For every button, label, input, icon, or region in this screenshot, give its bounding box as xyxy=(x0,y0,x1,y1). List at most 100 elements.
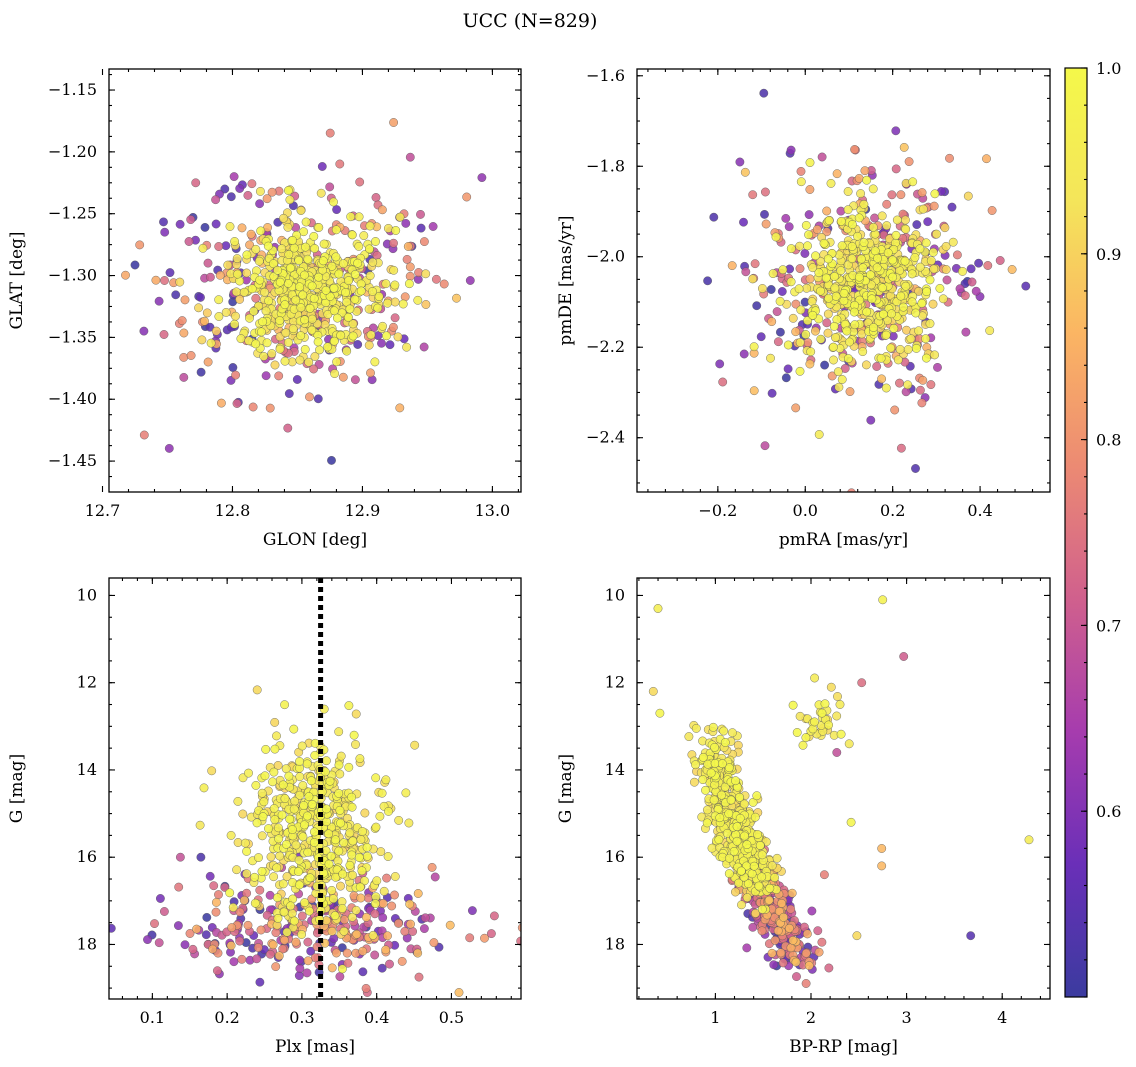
y-tick-label: −1.40 xyxy=(48,389,97,408)
scatter-point xyxy=(151,275,161,285)
scatter-point xyxy=(245,313,254,323)
scatter-point xyxy=(341,288,350,297)
scatter-point xyxy=(709,795,719,805)
scatter-point xyxy=(904,157,914,167)
scatter-point xyxy=(387,901,397,911)
y-tick-label: −2.2 xyxy=(586,337,625,356)
scatter-point xyxy=(282,927,292,937)
scatter-point xyxy=(214,890,223,899)
scatter-point xyxy=(364,244,374,254)
colorbar-ticks: 0.6 0.7 0.8 0.9 1.0 xyxy=(1081,59,1121,998)
scatter-point xyxy=(371,773,381,783)
scatter-point xyxy=(382,873,391,883)
scatter-point xyxy=(770,936,780,945)
scatter-point xyxy=(266,852,276,862)
scatter-point xyxy=(347,230,357,240)
scatter-point xyxy=(339,838,349,848)
scatter-point xyxy=(282,872,292,881)
scatter-point xyxy=(777,899,786,908)
scatter-point xyxy=(378,899,388,908)
scatter-point xyxy=(416,209,425,219)
scatter-point xyxy=(741,267,751,277)
scatter-point xyxy=(858,263,868,273)
scatter-point xyxy=(925,275,935,285)
scatter-point xyxy=(332,205,341,215)
scatter-point xyxy=(295,955,304,965)
scatter-point xyxy=(983,261,993,270)
y-tick-label: 18 xyxy=(605,934,625,953)
colorbar-tick-label: 0.7 xyxy=(1096,616,1121,635)
scatter-point xyxy=(915,244,925,254)
scatter-point xyxy=(255,186,265,196)
scatter-point xyxy=(139,430,149,440)
scatter-point xyxy=(774,337,783,347)
scatter-point xyxy=(295,757,304,766)
scatter-point xyxy=(243,190,253,200)
scatter-point xyxy=(383,298,392,308)
scatter-point xyxy=(309,827,319,837)
scatter-point xyxy=(390,297,400,307)
scatter-point xyxy=(489,911,499,921)
chart-title: UCC (N=829) xyxy=(463,10,598,32)
scatter-point xyxy=(929,264,939,274)
scatter-point xyxy=(261,371,271,381)
scatter-point xyxy=(305,873,315,883)
scatter-point xyxy=(331,948,341,958)
scatter-point xyxy=(296,303,306,313)
scatter-point xyxy=(280,935,289,945)
scatter-point xyxy=(833,367,843,377)
scatter-point xyxy=(781,373,791,383)
scatter-point xyxy=(231,287,241,297)
scatter-point xyxy=(385,959,394,969)
scatter-point xyxy=(331,252,341,262)
scatter-point xyxy=(804,230,813,240)
scatter-point xyxy=(917,188,927,198)
scatter-point xyxy=(890,405,900,415)
scatter-point xyxy=(347,802,357,812)
scatter-point xyxy=(389,238,398,248)
scatter-point xyxy=(868,184,878,194)
scatter-point xyxy=(836,206,846,216)
scatter-point xyxy=(882,221,892,231)
scatter-point xyxy=(338,869,348,879)
scatter-point xyxy=(429,938,439,947)
scatter-point xyxy=(895,378,904,388)
scatter-point xyxy=(327,926,337,936)
y-tick-label: 14 xyxy=(605,760,625,779)
scatter-point xyxy=(363,893,373,903)
scatter-point xyxy=(830,272,839,281)
panel-glon-glat: 12.7 12.8 12.9 13.0 −1.15 −1.20 −1.25 −1.30 −1.3… xyxy=(7,68,522,550)
scatter-point xyxy=(350,375,360,385)
scatter-point xyxy=(325,292,335,301)
scatter-point xyxy=(727,261,737,270)
scatter-point xyxy=(816,256,825,266)
scatter-point xyxy=(370,357,380,367)
scatter-point xyxy=(522,897,530,905)
scatter-point xyxy=(317,162,327,171)
colorbar-tick-label: 1.0 xyxy=(1096,59,1121,78)
scatter-point xyxy=(368,257,378,267)
scatter-point xyxy=(413,295,423,305)
scatter-point xyxy=(810,673,819,683)
scatter-point xyxy=(690,777,699,787)
scatter-point xyxy=(795,241,804,251)
scatter-point xyxy=(829,342,838,352)
scatter-point xyxy=(732,822,742,831)
scatter-point xyxy=(205,322,215,332)
scatter-point xyxy=(827,371,837,381)
scatter-point xyxy=(892,215,902,225)
scatter-point xyxy=(814,268,824,278)
scatter-point xyxy=(310,751,320,760)
scatter-point xyxy=(940,223,950,233)
scatter-point xyxy=(796,166,806,176)
scatter-point xyxy=(895,344,905,354)
scatter-point xyxy=(251,244,261,254)
scatter-point xyxy=(835,700,845,709)
scatter-point xyxy=(143,935,152,944)
scatter-point xyxy=(350,294,360,304)
x-axis-label: Plx [mas] xyxy=(275,1037,355,1057)
scatter-point xyxy=(848,220,857,229)
scatter-point xyxy=(272,863,282,873)
scatter-point xyxy=(766,353,775,363)
scatter-point xyxy=(328,894,338,904)
